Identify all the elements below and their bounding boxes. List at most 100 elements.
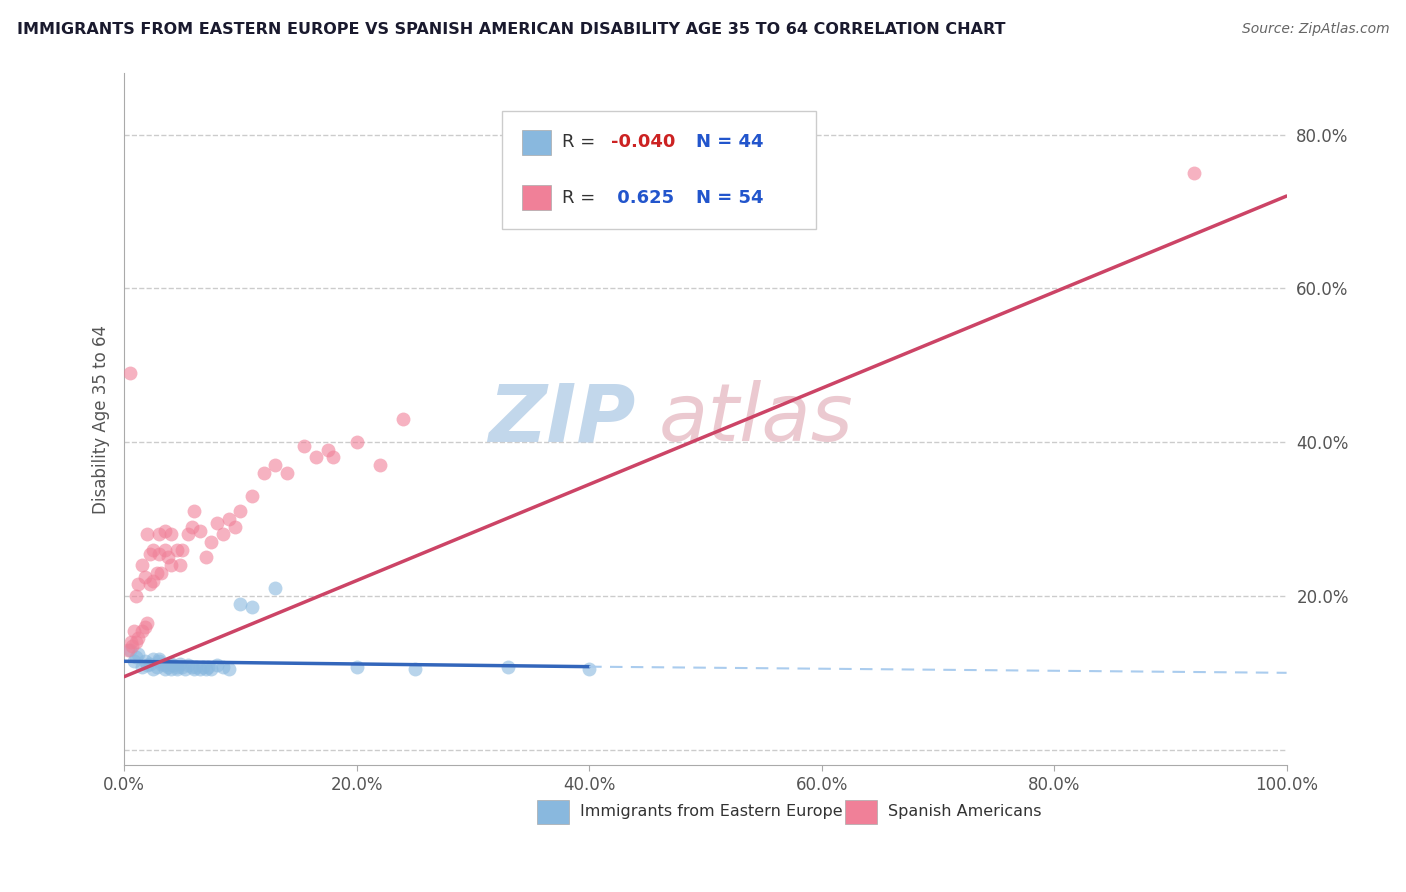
Point: [148, 654, 170, 668]
Point: [205, 658, 228, 673]
Point: [264, 581, 287, 595]
Point: [240, 600, 263, 615]
Point: [142, 652, 165, 666]
Point: [316, 442, 339, 457]
Point: [150, 566, 173, 580]
Point: [153, 542, 176, 557]
Text: Immigrants from Eastern Europe: Immigrants from Eastern Europe: [579, 805, 842, 820]
Point: [122, 654, 145, 668]
Point: [169, 558, 191, 573]
Point: [117, 642, 139, 657]
Text: R =: R =: [562, 133, 602, 151]
Point: [392, 412, 415, 426]
Text: 0.625: 0.625: [612, 188, 675, 207]
Point: [292, 439, 315, 453]
Point: [194, 662, 217, 676]
Point: [118, 642, 141, 657]
Point: [205, 516, 228, 530]
Point: [368, 458, 391, 473]
Point: [121, 639, 143, 653]
Point: [125, 589, 148, 603]
Point: [224, 519, 246, 533]
Point: [212, 659, 235, 673]
Point: [134, 620, 156, 634]
Point: [193, 659, 215, 673]
Point: [305, 450, 328, 465]
Point: [346, 659, 368, 673]
Point: [142, 662, 165, 676]
Point: [177, 527, 200, 541]
Point: [153, 658, 176, 673]
Point: [131, 624, 153, 638]
Point: [218, 662, 240, 676]
Point: [186, 659, 208, 673]
Point: [150, 657, 173, 671]
Point: [120, 635, 142, 649]
Point: [159, 662, 181, 676]
Point: [218, 512, 240, 526]
Point: [169, 657, 191, 671]
Point: [157, 659, 180, 673]
Point: [229, 597, 252, 611]
Point: [136, 615, 159, 630]
Point: [134, 570, 156, 584]
Point: [136, 527, 159, 541]
Text: R =: R =: [562, 188, 602, 207]
Text: -0.040: -0.040: [612, 133, 676, 151]
Text: N = 54: N = 54: [696, 188, 763, 207]
Point: [148, 547, 170, 561]
Point: [153, 524, 176, 538]
Point: [183, 504, 205, 518]
Point: [139, 657, 162, 671]
Point: [153, 662, 176, 676]
Point: [183, 662, 205, 676]
Point: [229, 504, 252, 518]
Point: [264, 458, 287, 473]
Point: [253, 466, 276, 480]
Text: ZIP: ZIP: [488, 380, 636, 458]
FancyBboxPatch shape: [502, 111, 815, 228]
Point: [197, 659, 219, 673]
Point: [125, 650, 148, 665]
Point: [162, 658, 184, 673]
Point: [145, 659, 167, 673]
Point: [127, 631, 149, 645]
Point: [127, 577, 149, 591]
Point: [145, 566, 167, 580]
Y-axis label: Disability Age 35 to 64: Disability Age 35 to 64: [93, 325, 110, 514]
Text: N = 44: N = 44: [696, 133, 763, 151]
Point: [148, 652, 170, 666]
Point: [1182, 166, 1205, 180]
FancyBboxPatch shape: [522, 129, 551, 154]
Point: [139, 547, 162, 561]
Text: atlas: atlas: [659, 380, 853, 458]
Point: [404, 662, 426, 676]
Point: [159, 527, 181, 541]
Point: [496, 659, 519, 673]
Point: [122, 624, 145, 638]
Point: [180, 659, 202, 673]
Point: [118, 366, 141, 380]
Point: [142, 542, 165, 557]
Text: Source: ZipAtlas.com: Source: ZipAtlas.com: [1241, 22, 1389, 37]
Point: [131, 659, 153, 673]
Point: [157, 550, 180, 565]
Point: [136, 658, 159, 673]
FancyBboxPatch shape: [537, 800, 569, 824]
Point: [131, 558, 153, 573]
Point: [200, 662, 222, 676]
FancyBboxPatch shape: [522, 186, 551, 210]
Point: [172, 659, 194, 673]
Point: [142, 574, 165, 588]
Point: [177, 658, 200, 673]
Point: [188, 524, 211, 538]
Point: [578, 662, 600, 676]
Point: [173, 662, 195, 676]
Text: IMMIGRANTS FROM EASTERN EUROPE VS SPANISH AMERICAN DISABILITY AGE 35 TO 64 CORRE: IMMIGRANTS FROM EASTERN EUROPE VS SPANIS…: [17, 22, 1005, 37]
FancyBboxPatch shape: [845, 800, 877, 824]
Point: [166, 662, 188, 676]
Point: [188, 662, 211, 676]
Point: [194, 550, 217, 565]
Point: [172, 542, 194, 557]
Point: [166, 542, 188, 557]
